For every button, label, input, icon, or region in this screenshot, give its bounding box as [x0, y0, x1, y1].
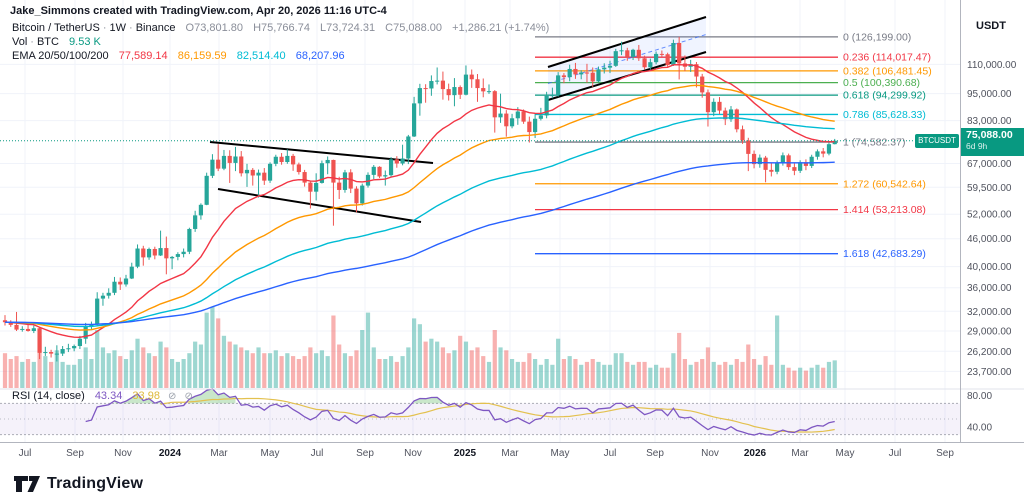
svg-text:Sep: Sep: [66, 448, 84, 459]
ema-legend[interactable]: EMA 20/50/100/200 77,589.14 86,159.59 82…: [12, 50, 345, 62]
svg-text:0.236 (114,017.47): 0.236 (114,017.47): [843, 52, 931, 64]
rsi-pane: [0, 388, 960, 436]
ema50-value: 86,159.59: [177, 50, 227, 62]
current-price-value: 75,088.00: [966, 129, 1013, 141]
low-value: L73,724.31: [320, 22, 376, 34]
volume-label: Vol: [12, 36, 28, 48]
svg-text:67,000.00: 67,000.00: [967, 159, 1012, 170]
svg-text:23,700.00: 23,700.00: [967, 367, 1012, 378]
tradingview-logo-icon: [14, 476, 40, 492]
ema100-value: 82,514.40: [236, 50, 286, 62]
volume-legend[interactable]: Vol · BTC 9.53 K: [12, 36, 101, 48]
svg-text:59,500.00: 59,500.00: [967, 183, 1012, 194]
svg-text:Nov: Nov: [114, 448, 132, 459]
svg-text:1.414 (53,213.08): 1.414 (53,213.08): [843, 204, 926, 216]
time-axis-labels: Jul Sep Nov 2024 Mar May Jul Sep Nov 2025 Mar May Ju…: [19, 448, 955, 459]
svg-text:Jul: Jul: [889, 448, 902, 459]
svg-text:2025: 2025: [454, 448, 477, 459]
svg-text:40.00: 40.00: [967, 422, 992, 433]
price-axis-labels: 110,000.00 95,000.00 83,000.00 67,000.00 59,…: [967, 60, 1017, 433]
tradingview-logo[interactable]: TradingView: [14, 474, 143, 494]
symbol-price-tag: BTCUSDT: [915, 134, 959, 148]
price-axis-currency[interactable]: USDT: [976, 20, 1006, 32]
svg-text:Mar: Mar: [501, 448, 519, 459]
exchange-label: Binance: [135, 22, 176, 34]
svg-text:2024: 2024: [159, 448, 182, 459]
close-value: C75,088.00: [385, 22, 443, 34]
svg-text:May: May: [261, 448, 280, 459]
grid-layer: [0, 0, 960, 442]
high-value: H75,766.74: [253, 22, 310, 34]
svg-text:0.786 (85,628.33): 0.786 (85,628.33): [843, 109, 926, 121]
svg-text:95,000.00: 95,000.00: [967, 89, 1012, 100]
svg-text:83,000.00: 83,000.00: [967, 116, 1012, 127]
svg-text:Jul: Jul: [19, 448, 32, 459]
svg-text:May: May: [551, 448, 570, 459]
svg-text:May: May: [836, 448, 855, 459]
ema-layer: [4, 64, 835, 339]
svg-text:Mar: Mar: [791, 448, 809, 459]
svg-text:0.382 (106,481.45): 0.382 (106,481.45): [843, 65, 932, 77]
rsi-value: 43.34: [94, 390, 123, 402]
bar-countdown: 6d 9h: [966, 141, 988, 151]
rsi-label: RSI (14, close): [12, 390, 85, 402]
svg-text:Jul: Jul: [311, 448, 324, 459]
open-value: O73,801.80: [185, 22, 244, 34]
watermark-text: Jake_Simmons created with TradingView.co…: [10, 5, 387, 17]
rsi-legend[interactable]: RSI (14, close) 43.34 33.98 ⊘ ⊘: [12, 390, 193, 402]
candles-layer: [2, 36, 837, 362]
ema200-value: 68,207.96: [295, 50, 345, 62]
svg-text:26,200.00: 26,200.00: [967, 347, 1012, 358]
fib-retracement-layer: 0 (126,199.00) 0.236 (114,017.47)0.382 (1…: [535, 31, 932, 260]
svg-text:32,000.00: 32,000.00: [967, 307, 1012, 318]
svg-text:Nov: Nov: [701, 448, 719, 459]
current-price-badge[interactable]: 75,088.00 6d 9h: [961, 128, 1024, 156]
svg-text:Sep: Sep: [936, 448, 954, 459]
svg-text:Mar: Mar: [210, 448, 228, 459]
svg-text:1.272 (60,542.64): 1.272 (60,542.64): [843, 178, 926, 190]
symbol-legend[interactable]: Bitcoin / TetherUS · 1W · Binance O73,801.80…: [12, 22, 550, 34]
svg-text:2026: 2026: [744, 448, 767, 459]
price-axis-pane[interactable]: [961, 0, 1024, 442]
svg-text:46,000.00: 46,000.00: [967, 234, 1012, 245]
volume-value: 9.53 K: [69, 36, 101, 48]
svg-text:Sep: Sep: [646, 448, 664, 459]
svg-text:Sep: Sep: [356, 448, 374, 459]
circle-slash-icon[interactable]: ⊘: [184, 391, 193, 402]
volume-layer: [2, 306, 837, 388]
svg-text:29,000.00: 29,000.00: [967, 326, 1012, 337]
ema20-value: 77,589.14: [118, 50, 168, 62]
svg-text:1.618 (42,683.29): 1.618 (42,683.29): [843, 248, 926, 260]
svg-text:110,000.00: 110,000.00: [967, 60, 1017, 71]
svg-text:52,000.00: 52,000.00: [967, 210, 1012, 221]
svg-text:80.00: 80.00: [967, 391, 992, 402]
volume-unit: BTC: [36, 36, 59, 48]
rsi-ma-value: 33.98: [132, 390, 160, 402]
svg-text:0.618 (94,299.92): 0.618 (94,299.92): [843, 90, 926, 102]
circle-slash-icon[interactable]: ⊘: [168, 391, 177, 402]
svg-text:0 (126,199.00): 0 (126,199.00): [843, 31, 911, 43]
symbol-name[interactable]: Bitcoin / TetherUS: [12, 22, 100, 34]
svg-text:36,000.00: 36,000.00: [967, 283, 1012, 294]
svg-text:Jul: Jul: [604, 448, 617, 459]
svg-text:40,000.00: 40,000.00: [967, 262, 1012, 273]
svg-text:1 (74,582.37): 1 (74,582.37): [843, 137, 905, 149]
tradingview-logo-text: TradingView: [47, 475, 144, 492]
svg-text:0.5 (100,390.68): 0.5 (100,390.68): [843, 77, 920, 89]
svg-text:Nov: Nov: [404, 448, 422, 459]
ema-label: EMA 20/50/100/200: [12, 50, 109, 62]
interval-label[interactable]: 1W: [109, 22, 127, 34]
change-value: +1,286.21 (+1.74%): [452, 22, 550, 34]
